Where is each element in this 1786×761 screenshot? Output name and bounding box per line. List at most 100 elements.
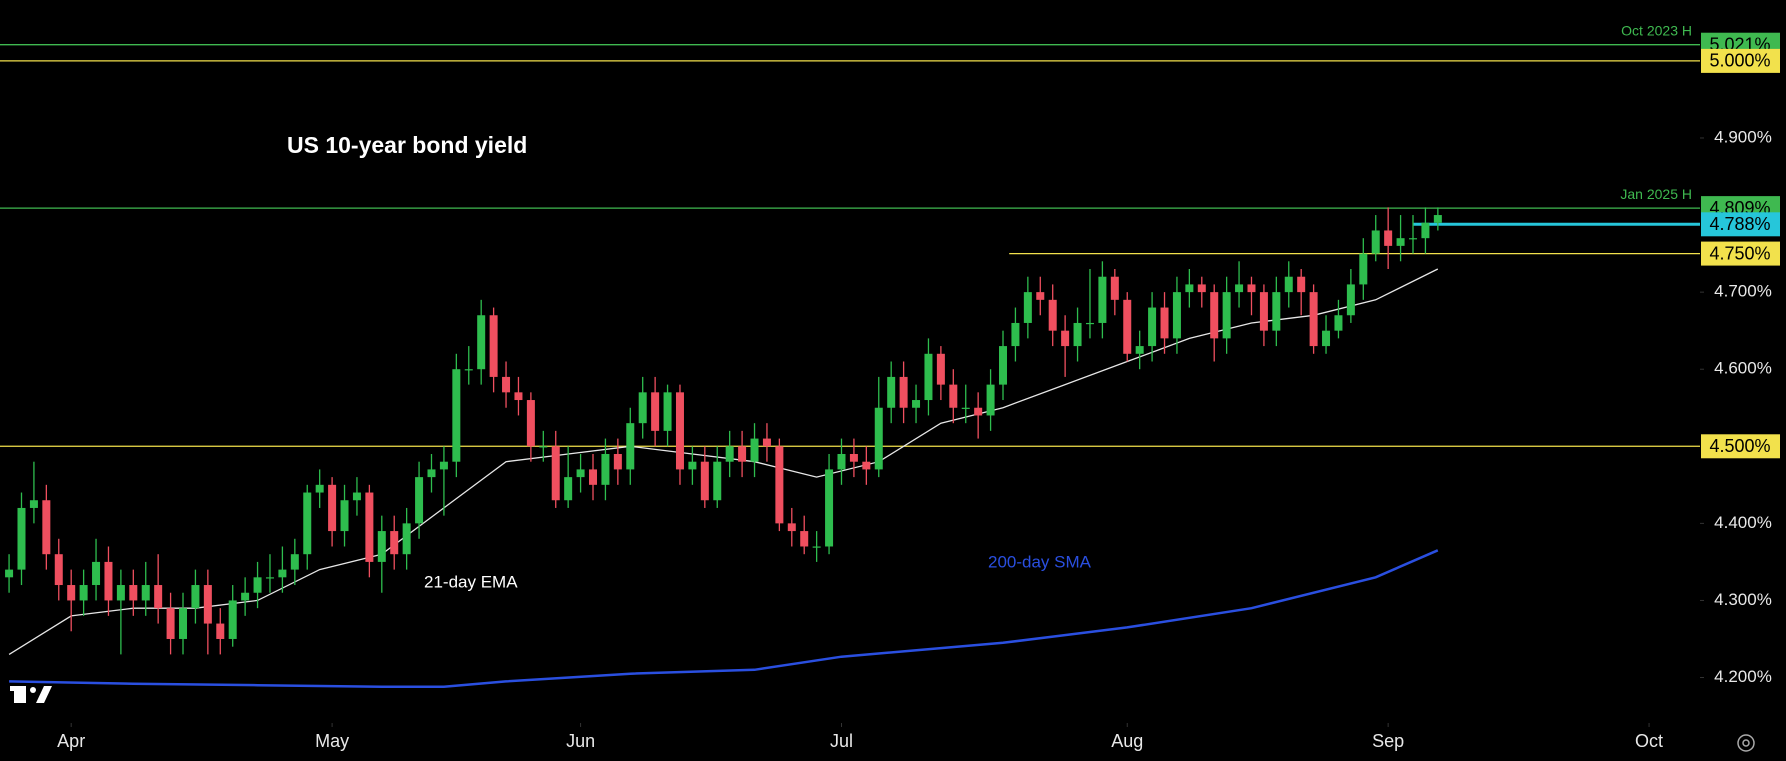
candle-body — [738, 446, 747, 462]
candle-body — [912, 400, 921, 408]
candle-body — [390, 531, 399, 555]
candle-body — [1185, 284, 1194, 293]
candle-body — [974, 407, 983, 416]
candle-body — [427, 469, 436, 478]
candle-body — [154, 585, 163, 609]
candle-body — [564, 477, 573, 501]
candle-body — [1334, 315, 1343, 331]
candle-body — [849, 453, 858, 462]
candle-body — [1322, 330, 1331, 347]
indicator-line — [9, 549, 1439, 689]
candle-body — [489, 315, 498, 377]
logo-mark — [30, 687, 36, 693]
candle-body — [899, 376, 908, 408]
logo-mark — [36, 686, 52, 703]
candle-body — [663, 392, 672, 431]
settings-gear[interactable] — [1737, 734, 1755, 752]
candle-body — [551, 446, 560, 501]
candles — [5, 207, 1442, 655]
candle-body — [253, 577, 262, 593]
candle-body — [1371, 230, 1380, 254]
candle-body — [1346, 284, 1355, 316]
level-box — [1701, 241, 1780, 266]
candle-body — [688, 461, 697, 470]
y-tick-label: 4.600% — [1714, 359, 1772, 378]
candle-body — [477, 315, 486, 370]
candle-body — [1309, 292, 1318, 347]
settings-gear-center — [1742, 739, 1750, 747]
candle-body — [129, 585, 138, 601]
candle-body — [775, 446, 784, 524]
candle-body — [1235, 284, 1244, 293]
level-box — [1701, 212, 1780, 237]
x-tick-label: Sep — [1372, 731, 1404, 751]
logo-mark — [10, 686, 26, 691]
candle-body — [203, 585, 212, 624]
candle-body — [589, 469, 598, 485]
candle-body — [1284, 276, 1293, 293]
y-tick-label: 4.900% — [1714, 127, 1772, 146]
candle-body — [303, 492, 312, 555]
candle-body — [415, 477, 424, 524]
candle-body — [1359, 253, 1368, 285]
candle-body — [1098, 276, 1107, 323]
indicator-lines: 21-day EMA 200-day SMA — [8, 268, 1439, 689]
x-tick-label: Jul — [830, 731, 853, 751]
candle-body — [999, 346, 1008, 385]
candle-body — [961, 407, 970, 409]
candle-body — [800, 531, 809, 547]
logo — [10, 686, 52, 703]
candle-body — [228, 600, 237, 639]
candle-body — [1297, 276, 1306, 293]
candle-body — [750, 438, 759, 462]
candle-body — [1197, 284, 1206, 293]
candle-body — [924, 353, 933, 401]
candle-body — [5, 569, 14, 578]
candle-body — [166, 608, 175, 639]
x-tick-label: May — [315, 731, 349, 751]
indicator-label: 21-day EMA — [424, 572, 518, 591]
candle-body — [191, 585, 200, 609]
level-label: 4.788% — [1709, 214, 1770, 234]
candle-body — [713, 461, 722, 501]
candle-body — [825, 469, 834, 547]
candle-body — [29, 500, 38, 508]
candle-body — [278, 569, 287, 578]
candle-body — [1384, 230, 1393, 246]
x-tick-label: Apr — [57, 731, 85, 751]
candle-body — [651, 392, 660, 431]
candle-body — [290, 554, 299, 570]
x-tick-label: Aug — [1111, 731, 1143, 751]
candle-body — [452, 369, 461, 462]
y-tick-label: 4.400% — [1714, 513, 1772, 532]
candle-body — [1210, 292, 1219, 339]
candle-body — [601, 453, 610, 485]
candle-body — [241, 592, 250, 601]
candle-body — [787, 523, 796, 532]
candle-body — [92, 561, 101, 586]
axes: 4.200% 4.300% 4.400% 4.600% 4.700% 4.900% Apr M… — [57, 127, 1772, 750]
candle-body — [502, 376, 511, 393]
y-tick-label: 4.300% — [1714, 590, 1772, 609]
level-box — [1701, 434, 1780, 459]
level-box — [1701, 48, 1780, 73]
candle-body — [1036, 292, 1045, 300]
settings-icon[interactable] — [1737, 734, 1755, 752]
level-label: 4.500% — [1709, 436, 1770, 456]
candle-body — [1247, 284, 1256, 293]
candle-body — [837, 453, 846, 470]
candle-body — [67, 585, 76, 601]
candle-body — [1011, 322, 1020, 347]
candle-body — [862, 461, 871, 470]
candle-body — [526, 400, 535, 447]
candle-body — [1023, 292, 1032, 323]
level-label: 4.750% — [1709, 243, 1770, 263]
candle-body — [1123, 299, 1132, 354]
candle-body — [1409, 238, 1418, 240]
candle-body — [949, 384, 958, 408]
candle-body — [1110, 276, 1119, 300]
x-tick-label: Jun — [566, 731, 595, 751]
candle-body — [265, 577, 274, 579]
candle-body — [116, 585, 125, 601]
